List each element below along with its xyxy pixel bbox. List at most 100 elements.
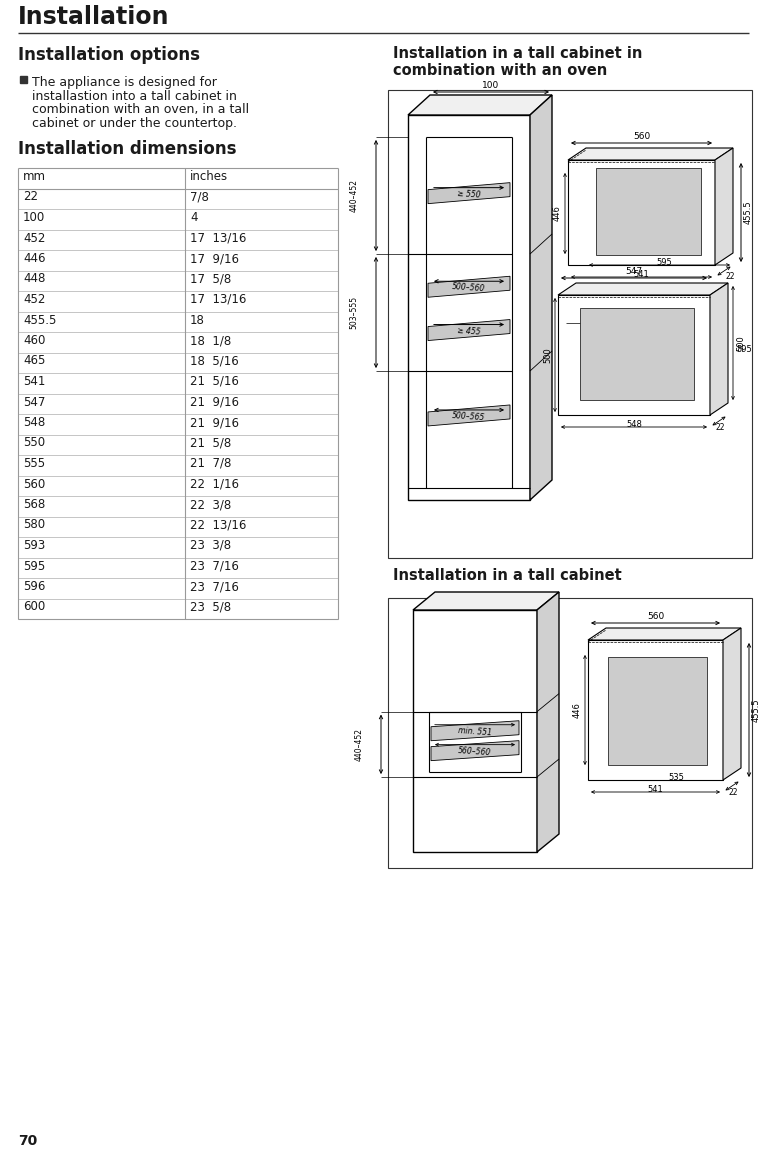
Text: 17  9/16: 17 9/16 [190,252,239,265]
Text: 452: 452 [23,231,45,245]
Text: 455.5: 455.5 [23,313,57,326]
Text: 593: 593 [23,539,45,553]
Text: 4: 4 [190,212,197,224]
Polygon shape [530,95,552,501]
Polygon shape [428,276,510,297]
Text: 550: 550 [23,437,45,450]
Text: 446: 446 [573,702,582,718]
Text: 465: 465 [23,355,45,368]
Text: 21  5/16: 21 5/16 [190,375,239,388]
Text: 455.5: 455.5 [752,698,761,721]
Text: mm: mm [23,170,46,183]
Polygon shape [431,720,519,741]
Text: 460: 460 [23,334,45,347]
Text: 568: 568 [23,498,45,511]
Text: 17  13/16: 17 13/16 [190,231,246,245]
Text: Installation: Installation [18,5,170,29]
Text: min. 551: min. 551 [458,726,492,738]
Text: 560: 560 [633,132,650,141]
Bar [388,598,752,868]
Text: 446: 446 [23,252,45,265]
Text: 596: 596 [23,580,45,593]
Text: 18  1/8: 18 1/8 [190,334,231,347]
Text: ≥ 550: ≥ 550 [457,190,481,200]
Text: 560: 560 [647,612,664,621]
Text: 23  5/8: 23 5/8 [190,600,231,614]
Text: ≥ 455: ≥ 455 [457,326,481,336]
Polygon shape [723,628,741,780]
Text: 22: 22 [728,788,738,796]
Text: 22: 22 [726,272,736,281]
Text: 23  7/16: 23 7/16 [190,580,239,593]
Text: 595: 595 [23,560,45,572]
Polygon shape [413,592,559,610]
Text: The appliance is designed for: The appliance is designed for [32,76,217,89]
Text: 21  7/8: 21 7/8 [190,457,232,470]
Text: 535: 535 [669,773,684,781]
Text: 500–565: 500–565 [453,412,486,422]
Bar [20,76,27,83]
Text: 22  3/8: 22 3/8 [190,498,231,511]
Text: 595: 595 [736,344,752,354]
Text: 541: 541 [647,785,663,794]
Text: 440–452: 440–452 [354,728,364,761]
Text: 548: 548 [23,416,45,429]
Bar [596,168,701,255]
Polygon shape [408,95,552,114]
Bar [413,610,537,852]
Text: 21  5/8: 21 5/8 [190,437,231,450]
Text: inches: inches [190,170,228,183]
Text: 21  9/16: 21 9/16 [190,416,239,429]
Text: 17  5/8: 17 5/8 [190,273,231,286]
Text: 100: 100 [23,212,45,224]
Text: 600: 600 [23,600,45,614]
Polygon shape [428,319,510,341]
Text: 541: 541 [634,271,650,279]
Bar [408,114,530,501]
Text: 500–560: 500–560 [453,282,486,294]
Text: 23  3/8: 23 3/8 [190,539,231,553]
Text: 21  9/16: 21 9/16 [190,395,239,408]
Text: 541: 541 [23,375,45,388]
Text: 595: 595 [657,258,673,267]
Text: 448: 448 [23,273,45,286]
Text: 446: 446 [553,206,562,222]
Text: 22  13/16: 22 13/16 [190,519,246,532]
Polygon shape [710,283,728,415]
Polygon shape [588,628,741,640]
Text: 7/8: 7/8 [190,191,209,203]
Text: 22: 22 [23,191,38,203]
Bar [388,90,752,558]
Bar [588,640,723,780]
Text: 547: 547 [23,395,45,408]
Text: Installation options: Installation options [18,46,200,64]
Text: 503–555: 503–555 [350,296,358,329]
Bar [568,160,715,265]
Text: Installation in a tall cabinet: Installation in a tall cabinet [393,568,622,583]
Text: 560: 560 [23,477,45,490]
Text: 440–452: 440–452 [350,179,358,212]
Text: 22  1/16: 22 1/16 [190,477,239,490]
Polygon shape [558,283,728,295]
Text: 18: 18 [190,313,205,326]
Text: 500: 500 [543,347,552,363]
Polygon shape [537,592,559,852]
Text: 100: 100 [482,81,499,90]
Text: 547: 547 [625,267,643,276]
Text: installastion into a tall cabinet in: installastion into a tall cabinet in [32,89,237,103]
Polygon shape [428,405,510,425]
Text: 18  5/16: 18 5/16 [190,355,239,368]
Text: 580: 580 [23,519,45,532]
Text: Installation in a tall cabinet in
combination with an oven: Installation in a tall cabinet in combin… [393,46,643,79]
Text: 23  7/16: 23 7/16 [190,560,239,572]
Polygon shape [568,148,733,160]
Polygon shape [431,741,519,761]
Text: cabinet or under the countertop.: cabinet or under the countertop. [32,117,237,129]
Text: combination with an oven, in a tall: combination with an oven, in a tall [32,103,249,116]
Text: Installation dimensions: Installation dimensions [18,140,236,158]
Text: 500: 500 [736,335,745,351]
Text: 17  13/16: 17 13/16 [190,292,246,306]
Text: 548: 548 [626,420,642,429]
Polygon shape [715,148,733,265]
Polygon shape [428,183,510,203]
